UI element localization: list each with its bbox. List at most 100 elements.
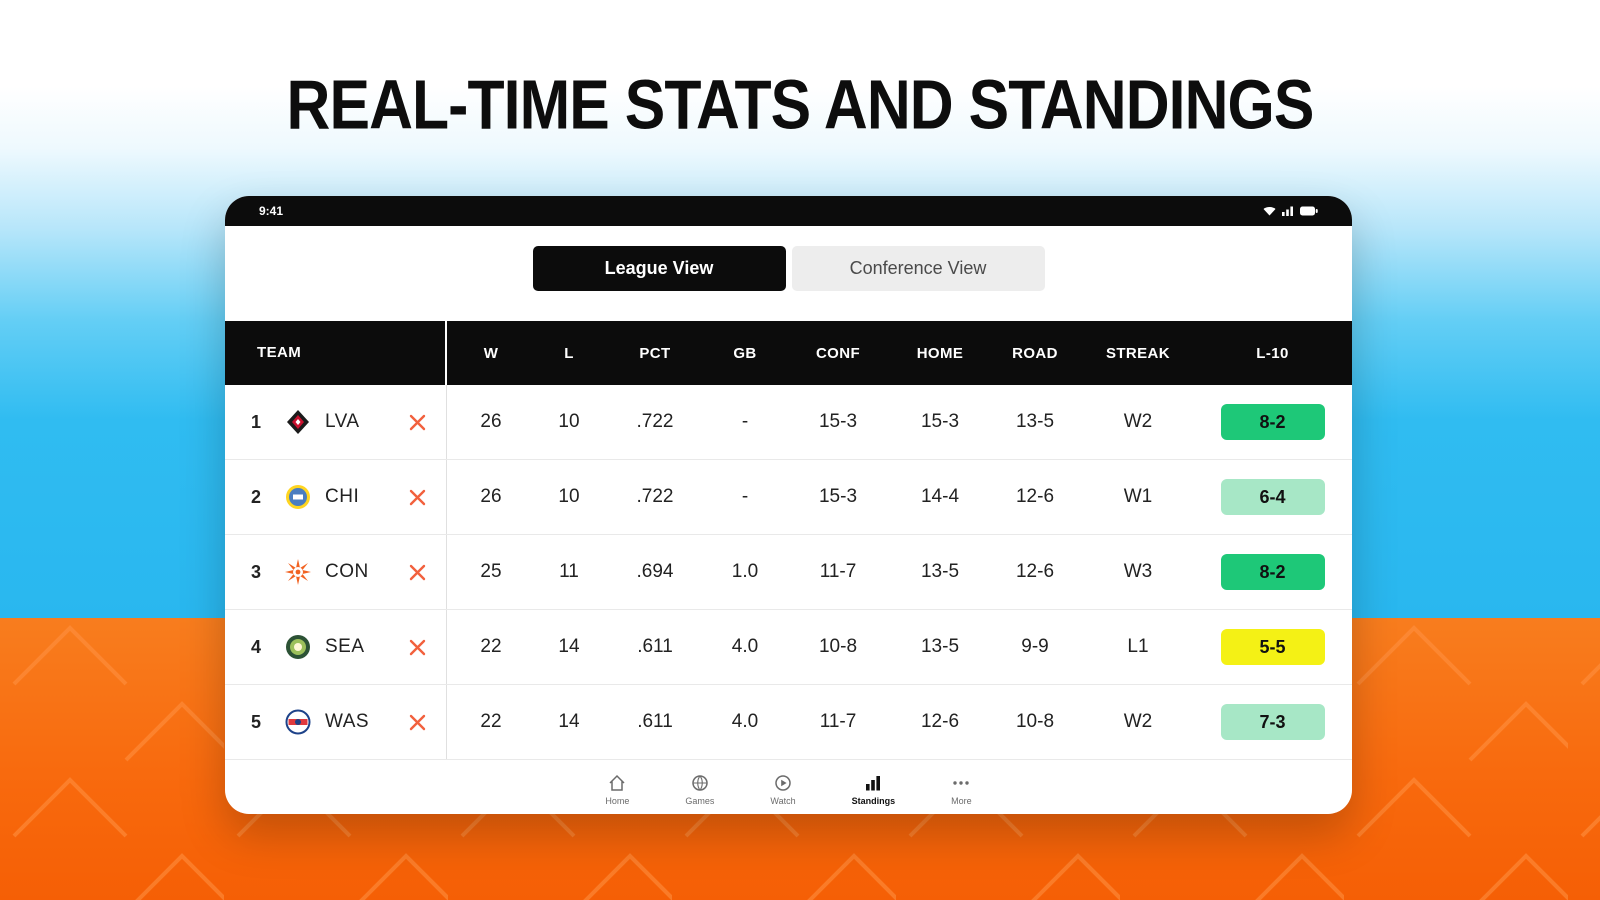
l10-badge: 5-5 — [1220, 629, 1325, 665]
stat-home: 12-6 — [920, 711, 960, 732]
stat-l: 14 — [558, 711, 580, 732]
status-time: 9:41 — [259, 204, 284, 218]
table-row: 3 CON 25 11 .694 1.0 11-7 13-5 12-6 W3 — [225, 535, 1352, 610]
remove-team-icon[interactable] — [409, 564, 426, 581]
nav-label: Watch — [770, 796, 796, 806]
l10-badge: 8-2 — [1220, 404, 1325, 440]
stat-w: 26 — [480, 411, 502, 432]
stat-road: 13-5 — [1015, 411, 1055, 432]
nav-label: More — [951, 796, 972, 806]
stat-conf: 11-7 — [819, 711, 857, 732]
stat-home: 15-3 — [920, 411, 960, 432]
header-l: L — [564, 344, 574, 362]
l10-badge: 8-2 — [1220, 554, 1325, 590]
stat-home: 14-4 — [920, 486, 960, 507]
watch-icon — [775, 775, 791, 791]
header-road: ROAD — [1012, 344, 1058, 362]
bottom-nav: Home Games Watch Standings More — [225, 773, 1352, 806]
team-rank: 5 — [251, 711, 262, 732]
team-cell: 4 SEA — [225, 610, 447, 684]
status-bar: 9:41 — [225, 196, 1352, 226]
stat-w: 25 — [480, 561, 502, 582]
team-rank: 1 — [251, 411, 262, 432]
phone-mockup: 9:41 League View Conference View TEAM W … — [225, 196, 1352, 814]
nav-label: Standings — [851, 796, 896, 806]
team-abbr: SEA — [325, 636, 365, 657]
team-cell: 1 LVA — [225, 385, 447, 459]
team-logo-lva — [285, 408, 313, 436]
stat-gb: - — [741, 411, 749, 432]
table-row: 1 LVA 26 10 .722 - 15-3 15-3 13-5 W2 8- — [225, 385, 1352, 460]
tab-conference-view[interactable]: Conference View — [791, 246, 1045, 291]
team-cell: 5 WAS — [225, 685, 447, 759]
team-abbr: CON — [325, 561, 369, 582]
tab-league-view[interactable]: League View — [532, 246, 786, 291]
stat-gb: 4.0 — [731, 636, 759, 657]
table-row: 5 WAS 22 14 .611 4.0 11-7 12-6 10-8 W2 — [225, 685, 1352, 760]
stat-pct: .722 — [636, 411, 674, 432]
stat-home: 13-5 — [920, 636, 960, 657]
l10-badge: 7-3 — [1220, 704, 1325, 740]
stat-conf: 11-7 — [819, 561, 857, 582]
page-title: REAL-TIME STATS AND STANDINGS — [286, 64, 1315, 144]
stat-road: 9-9 — [1021, 636, 1049, 657]
stat-l: 10 — [558, 411, 580, 432]
stat-pct: .694 — [636, 561, 674, 582]
battery-icon — [1300, 206, 1318, 216]
games-icon — [692, 775, 708, 791]
header-team: TEAM — [225, 321, 447, 385]
nav-watch[interactable]: Watch — [770, 773, 796, 806]
standings-icon — [866, 776, 881, 791]
nav-more[interactable]: More — [951, 773, 972, 806]
team-logo-was — [285, 708, 313, 736]
team-rank: 2 — [251, 486, 262, 507]
header-l10: L-10 — [1256, 344, 1289, 362]
view-toggle: League View Conference View — [225, 246, 1352, 291]
team-rank: 4 — [251, 636, 262, 657]
stat-pct: .611 — [637, 636, 673, 657]
nav-games[interactable]: Games — [685, 773, 714, 806]
stat-l: 10 — [558, 486, 580, 507]
team-abbr: CHI — [325, 486, 360, 507]
stat-w: 22 — [480, 711, 502, 732]
stat-gb: 4.0 — [731, 711, 759, 732]
nav-standings[interactable]: Standings — [851, 773, 896, 806]
stat-streak: W2 — [1123, 711, 1153, 732]
home-icon — [609, 774, 625, 791]
stat-pct: .722 — [636, 486, 674, 507]
stat-l: 14 — [558, 636, 580, 657]
stat-streak: W1 — [1123, 486, 1153, 507]
nav-home[interactable]: Home — [605, 773, 629, 806]
remove-team-icon[interactable] — [409, 489, 426, 506]
team-cell: 2 CHI — [225, 460, 447, 534]
team-logo-con — [285, 558, 313, 586]
table-row: 4 SEA 22 14 .611 4.0 10-8 13-5 9-9 L1 5 — [225, 610, 1352, 685]
team-rank: 3 — [251, 561, 262, 582]
stat-streak: W2 — [1123, 411, 1153, 432]
more-icon — [953, 781, 970, 785]
signal-icon — [1282, 206, 1293, 216]
stat-home: 13-5 — [920, 561, 960, 582]
remove-team-icon[interactable] — [409, 714, 426, 731]
standings-table-body: 1 LVA 26 10 .722 - 15-3 15-3 13-5 W2 8- — [225, 385, 1352, 760]
team-abbr: LVA — [325, 411, 360, 432]
stat-w: 22 — [480, 636, 502, 657]
stat-w: 26 — [480, 486, 502, 507]
team-logo-sea — [285, 633, 313, 661]
status-icons — [1263, 206, 1318, 216]
remove-team-icon[interactable] — [409, 414, 426, 431]
stat-road: 10-8 — [1015, 711, 1055, 732]
team-cell: 3 CON — [225, 535, 447, 609]
header-home: HOME — [916, 344, 964, 362]
stat-pct: .611 — [637, 711, 673, 732]
header-streak: STREAK — [1105, 344, 1171, 362]
stat-streak: L1 — [1127, 636, 1149, 657]
stat-conf: 15-3 — [818, 486, 858, 507]
header-gb: GB — [733, 344, 757, 362]
stat-road: 12-6 — [1015, 486, 1055, 507]
remove-team-icon[interactable] — [409, 639, 426, 656]
table-header: TEAM W L PCT GB CONF HOME ROAD STREAK L-… — [225, 321, 1352, 385]
header-pct: PCT — [639, 344, 671, 362]
stat-road: 12-6 — [1015, 561, 1055, 582]
